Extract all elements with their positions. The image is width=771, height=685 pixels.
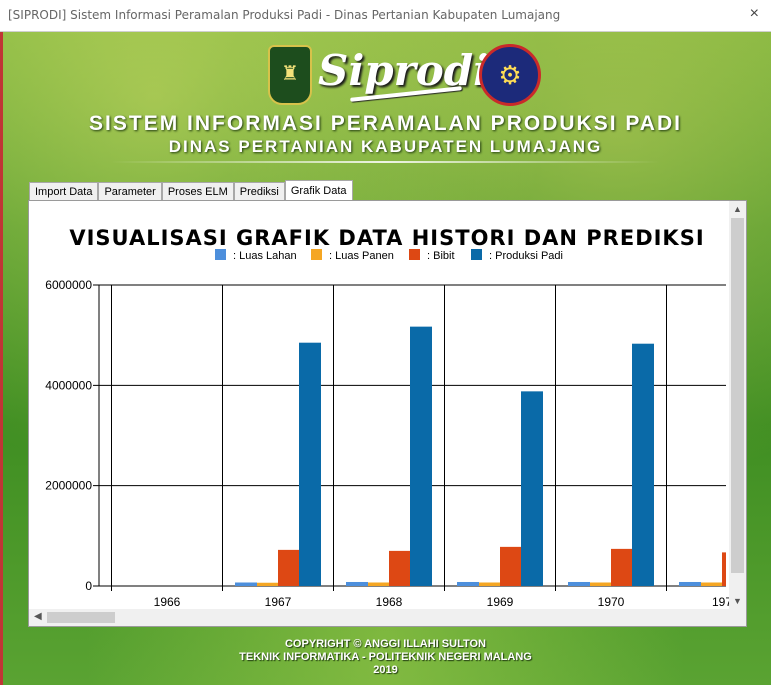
bar-luas-panen-1968: [368, 582, 390, 586]
scroll-left-icon[interactable]: ◀: [34, 611, 42, 622]
window-titlebar: [SIPRODI] Sistem Informasi Peramalan Pro…: [0, 0, 771, 32]
horizontal-scroll-thumb[interactable]: [47, 612, 115, 623]
x-tick-label-5: 197: [712, 595, 729, 609]
bar-produksi-padi-1969: [521, 391, 543, 586]
tab-proses-elm[interactable]: Proses ELM: [161, 182, 234, 201]
bar-luas-panen-197: [701, 582, 723, 586]
kabupaten-lumajang-emblem-icon: ♜: [268, 45, 312, 105]
legend-label-0: : Luas Lahan: [233, 250, 297, 262]
bar-bibit-1967: [278, 549, 300, 586]
footer-institution: TEKNIK INFORMATIKA - POLITEKNIK NEGERI M…: [239, 651, 532, 663]
legend-swatch-1: [311, 249, 322, 260]
bar-bibit-1970: [611, 548, 633, 586]
legend-label-2: : Bibit: [427, 250, 455, 262]
siprodi-logo: Siprodi: [318, 46, 490, 95]
footer-year: 2019: [373, 664, 398, 676]
close-icon[interactable]: ×: [749, 5, 759, 22]
tab-grafik-data[interactable]: Grafik Data: [284, 180, 353, 201]
vertical-scrollbar[interactable]: ▲ ▼: [729, 201, 746, 609]
bar-luas-lahan-1967: [235, 582, 257, 586]
y-tick-label-1: 2000000: [45, 479, 92, 493]
footer-copyright: COPYRIGHT © ANGGI ILLAHI SULTON: [284, 638, 486, 650]
header-logos: ♜ Siprodi ⚙: [0, 42, 771, 108]
y-tick-label-2: 4000000: [45, 378, 92, 392]
tab-parameter[interactable]: Parameter: [98, 182, 162, 201]
scroll-up-icon[interactable]: ▲: [733, 204, 742, 214]
legend-swatch-2: [409, 249, 420, 260]
x-tick-label-2: 1968: [376, 595, 403, 609]
tab-strip: Import Data Parameter Proses ELM Prediks…: [29, 180, 353, 201]
legend-label-3: : Produksi Padi: [489, 250, 563, 262]
horizontal-scrollbar[interactable]: ◀: [29, 609, 729, 626]
chart-panel: VISUALISASI GRAFIK DATA HISTORI DAN PRED…: [28, 200, 747, 627]
window-title: [SIPRODI] Sistem Informasi Peramalan Pro…: [8, 8, 561, 22]
bar-luas-lahan-1970: [568, 581, 590, 586]
bar-produksi-padi-1967: [299, 342, 321, 586]
window-edge: [0, 32, 3, 685]
chart-title: VISUALISASI GRAFIK DATA HISTORI DAN PRED…: [69, 226, 704, 250]
bar-luas-lahan-1968: [346, 581, 368, 586]
legend-swatch-0: [215, 249, 226, 260]
x-tick-label-0: 1966: [154, 595, 181, 609]
legend-label-1: : Luas Panen: [329, 250, 394, 262]
bar-luas-lahan-197: [679, 581, 701, 586]
politeknik-negeri-malang-emblem-icon: ⚙: [479, 44, 541, 106]
bar-produksi-padi-1970: [632, 343, 654, 586]
bar-produksi-padi-1968: [410, 326, 432, 586]
app-title: SISTEM INFORMASI PERAMALAN PRODUKSI PADI: [89, 112, 682, 135]
bar-bibit-1968: [389, 550, 411, 586]
scrollbar-corner: [729, 609, 746, 626]
x-tick-label-4: 1970: [598, 595, 625, 609]
header-divider: [110, 161, 660, 163]
tab-prediksi[interactable]: Prediksi: [233, 182, 285, 201]
bar-bibit-1969: [500, 546, 522, 586]
bar-luas-panen-1967: [257, 582, 279, 586]
bar-chart: VISUALISASI GRAFIK DATA HISTORI DAN PRED…: [45, 226, 729, 609]
bar-luas-panen-1969: [479, 582, 501, 586]
y-tick-label-0: 0: [85, 579, 92, 593]
y-tick-label-3: 6000000: [45, 278, 92, 292]
x-tick-label-1: 1967: [265, 595, 292, 609]
tab-import-data[interactable]: Import Data: [29, 182, 99, 201]
bar-luas-panen-1970: [590, 582, 612, 586]
scroll-down-icon[interactable]: ▼: [733, 596, 742, 606]
vertical-scroll-thumb[interactable]: [731, 218, 744, 573]
app-subtitle: DINAS PERTANIAN KABUPATEN LUMAJANG: [168, 137, 603, 156]
bar-luas-lahan-1969: [457, 581, 479, 586]
bar-bibit-197: [722, 552, 726, 586]
legend-swatch-3: [471, 249, 482, 260]
x-tick-label-3: 1969: [487, 595, 514, 609]
